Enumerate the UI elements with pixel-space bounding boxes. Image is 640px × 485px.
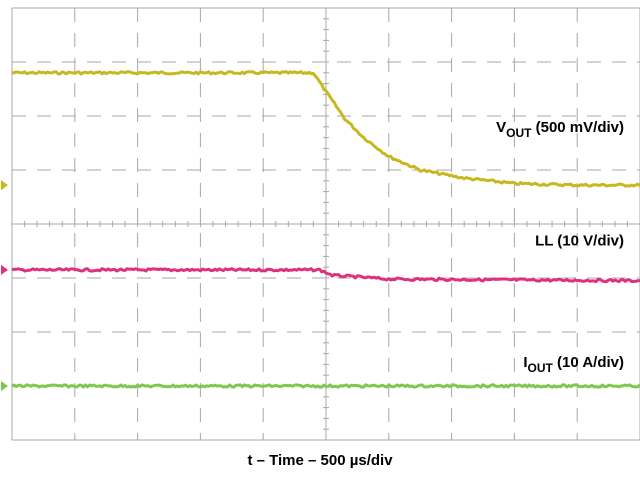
channel-markers [1, 180, 8, 391]
channel-marker-icon [1, 381, 8, 391]
channel-marker-icon [1, 264, 8, 275]
trace-ll [11, 267, 640, 284]
chart-traces [11, 70, 640, 389]
x-axis-label: t – Time – 500 µs/div [247, 452, 393, 469]
series-label-i-out: IOUT (10 A/div) [523, 354, 624, 375]
series-label-v-out: VOUT (500 mV/div) [496, 119, 624, 140]
channel-marker-icon [1, 180, 8, 191]
trace-v-out [11, 70, 640, 188]
series-label-ll: LL (10 V/div) [535, 233, 624, 250]
chart-series-labels: VOUT (500 mV/div) LL (10 V/div) IOUT (10 A… [496, 119, 624, 375]
trace-i-out [11, 383, 640, 389]
